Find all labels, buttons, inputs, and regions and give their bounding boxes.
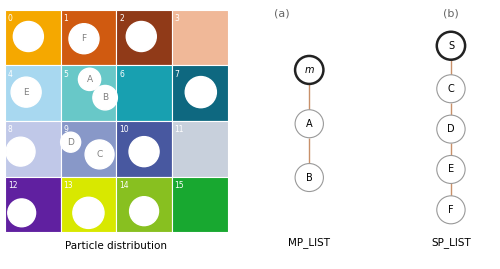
Bar bbox=[116, 65, 172, 121]
Text: C: C bbox=[448, 84, 454, 94]
Text: 15: 15 bbox=[174, 181, 184, 190]
Circle shape bbox=[78, 68, 100, 90]
Bar bbox=[5, 10, 60, 65]
Bar bbox=[60, 177, 116, 232]
Bar bbox=[116, 10, 172, 65]
Text: 14: 14 bbox=[119, 181, 128, 190]
Text: A: A bbox=[86, 75, 92, 84]
Text: 11: 11 bbox=[174, 126, 184, 134]
Circle shape bbox=[437, 75, 465, 103]
Circle shape bbox=[93, 86, 118, 110]
Text: S: S bbox=[448, 41, 454, 51]
Circle shape bbox=[437, 115, 465, 143]
Bar bbox=[5, 177, 60, 232]
Text: m: m bbox=[304, 65, 314, 75]
Bar bbox=[172, 65, 228, 121]
Circle shape bbox=[185, 77, 216, 108]
Text: (b): (b) bbox=[443, 8, 459, 18]
Text: B: B bbox=[306, 172, 312, 183]
Text: E: E bbox=[24, 88, 29, 97]
Circle shape bbox=[437, 196, 465, 224]
Bar bbox=[172, 10, 228, 65]
Circle shape bbox=[295, 164, 324, 192]
Text: 8: 8 bbox=[8, 126, 12, 134]
Text: MP_LIST: MP_LIST bbox=[288, 237, 330, 247]
Text: (a): (a) bbox=[274, 8, 290, 18]
Circle shape bbox=[73, 197, 104, 228]
Circle shape bbox=[69, 24, 99, 54]
Text: 6: 6 bbox=[119, 70, 124, 79]
Circle shape bbox=[129, 137, 159, 167]
Text: 5: 5 bbox=[64, 70, 68, 79]
Text: B: B bbox=[102, 93, 108, 102]
Text: 7: 7 bbox=[174, 70, 180, 79]
Text: D: D bbox=[67, 138, 74, 147]
Circle shape bbox=[437, 155, 465, 183]
Text: D: D bbox=[447, 124, 455, 134]
Circle shape bbox=[11, 77, 41, 107]
Bar bbox=[116, 177, 172, 232]
Text: 2: 2 bbox=[119, 14, 124, 23]
Bar bbox=[116, 121, 172, 177]
Circle shape bbox=[85, 140, 114, 169]
Text: 9: 9 bbox=[64, 126, 68, 134]
Text: 4: 4 bbox=[8, 70, 12, 79]
Text: 10: 10 bbox=[119, 126, 128, 134]
Circle shape bbox=[126, 22, 156, 52]
Text: 0: 0 bbox=[8, 14, 12, 23]
Circle shape bbox=[295, 56, 324, 84]
Text: 1: 1 bbox=[64, 14, 68, 23]
Text: E: E bbox=[448, 164, 454, 175]
Bar bbox=[172, 121, 228, 177]
Bar bbox=[60, 121, 116, 177]
Bar bbox=[172, 177, 228, 232]
Circle shape bbox=[6, 137, 35, 166]
Text: SP_LIST: SP_LIST bbox=[431, 237, 471, 247]
Bar bbox=[5, 121, 60, 177]
Circle shape bbox=[437, 32, 465, 60]
Circle shape bbox=[14, 22, 44, 52]
Text: 12: 12 bbox=[8, 181, 18, 190]
Text: 13: 13 bbox=[64, 181, 73, 190]
Bar bbox=[60, 65, 116, 121]
Circle shape bbox=[130, 197, 158, 226]
Text: 3: 3 bbox=[174, 14, 180, 23]
Circle shape bbox=[8, 199, 36, 227]
Bar bbox=[60, 10, 116, 65]
Text: F: F bbox=[448, 205, 454, 215]
Text: C: C bbox=[96, 150, 102, 159]
Bar bbox=[5, 65, 60, 121]
Text: A: A bbox=[306, 119, 312, 129]
Circle shape bbox=[295, 110, 324, 138]
Text: Particle distribution: Particle distribution bbox=[65, 241, 167, 251]
Circle shape bbox=[60, 132, 80, 152]
Text: F: F bbox=[82, 34, 86, 43]
